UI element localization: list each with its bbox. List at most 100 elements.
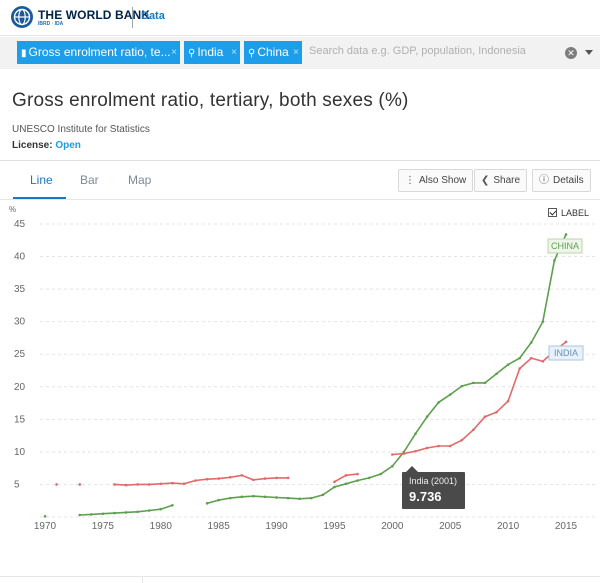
data-point (414, 449, 417, 453)
search-input[interactable]: Search data e.g. GDP, population, Indone… (309, 45, 526, 57)
tooltip-title: India (2001) (409, 476, 457, 486)
label-toggle-text: LABEL (561, 208, 590, 218)
data-point (506, 399, 510, 403)
data-point (263, 495, 267, 499)
data-point (553, 259, 556, 262)
bottom-divider-tick (142, 576, 143, 583)
y-tick-label: 25 (14, 349, 26, 360)
data-source[interactable]: UNESCO Institute for Statistics (12, 124, 150, 135)
world-bank-logo-icon[interactable] (10, 5, 34, 29)
remove-filter-icon[interactable]: × (171, 47, 177, 58)
brand-name[interactable]: THE WORLD BANK (38, 8, 151, 22)
data-point (124, 483, 128, 487)
y-tick-label: 35 (14, 284, 26, 295)
data-point (55, 483, 58, 486)
data-link[interactable]: Data (141, 10, 165, 22)
y-tick-label: 15 (14, 414, 26, 425)
data-point (414, 432, 417, 435)
label-box (548, 345, 584, 361)
chevron-down-icon[interactable] (585, 50, 593, 55)
data-point (286, 476, 290, 480)
data-point (506, 363, 510, 366)
remove-filter-icon[interactable]: × (231, 47, 237, 58)
data-point (228, 496, 232, 500)
data-point (217, 498, 220, 502)
y-axis-ticks: 5 10 15 20 25 30 35 40 45 (14, 219, 26, 490)
header-divider (132, 7, 133, 28)
bar-chart-icon: ▮ (21, 48, 27, 59)
data-point (205, 477, 209, 481)
label-toggle[interactable]: LABEL (548, 208, 589, 218)
data-point (356, 479, 359, 482)
tab-bar[interactable]: Bar (80, 173, 99, 187)
remove-filter-icon[interactable]: × (293, 47, 299, 58)
data-point (344, 482, 348, 486)
share-button[interactable]: ❮ Share (474, 169, 528, 192)
data-point (275, 476, 278, 480)
tab-map[interactable]: Map (128, 173, 152, 187)
chart-panel: Line Bar Map ⋮ Also Show ❮ Share ⓘ Details (0, 160, 600, 583)
bottom-divider (0, 576, 600, 577)
data-point (425, 446, 429, 450)
data-point (518, 356, 521, 360)
data-point (113, 483, 116, 486)
x-axis-ticks: 1970 1975 1980 1985 1990 1995 2000 2005 2010 2015 (34, 521, 578, 532)
also-show-button[interactable]: ⋮ Also Show (398, 169, 474, 192)
series-label-china: CHINA (547, 238, 583, 254)
details-button[interactable]: ⓘ Details (532, 169, 591, 192)
data-point (460, 438, 464, 442)
data-point (529, 356, 533, 360)
tooltip-pointer (406, 466, 418, 472)
clear-search-icon[interactable]: ✕ (565, 47, 577, 59)
data-point (240, 495, 244, 499)
license-label: License: (12, 140, 53, 151)
data-point (275, 496, 278, 499)
data-point (252, 478, 255, 482)
data-point (402, 452, 406, 455)
data-point (529, 341, 533, 344)
filter-chip-india[interactable]: ⚲ India × (184, 41, 240, 64)
data-point (240, 474, 244, 477)
data-point (101, 512, 105, 516)
data-point (379, 472, 383, 476)
filter-chip-indicator[interactable]: ▮ Gross enrolment ratio, te... × (17, 41, 180, 64)
also-show-label: Also Show (419, 175, 467, 186)
data-point (333, 485, 336, 489)
label-checkbox[interactable] (548, 208, 557, 217)
x-tick-label: 1980 (150, 521, 173, 532)
filter-bar: ▮ Gross enrolment ratio, te... × ⚲ India ×… (0, 37, 600, 69)
data-point (147, 509, 151, 512)
data-point (448, 444, 452, 448)
filter-chip-label: China (257, 45, 289, 59)
x-tick-label: 2015 (555, 521, 578, 532)
data-point (43, 515, 47, 518)
tab-line[interactable]: Line (30, 173, 53, 187)
data-point (298, 497, 302, 501)
data-point (194, 479, 197, 482)
data-point (263, 477, 267, 480)
data-point (159, 482, 163, 486)
label-text: INDIA (554, 348, 578, 358)
data-point (437, 401, 440, 404)
license-link[interactable]: Open (55, 140, 81, 151)
data-point (159, 507, 163, 511)
y-axis-label: % (9, 205, 16, 214)
active-tab-indicator (13, 197, 66, 199)
chart-series[interactable] (43, 233, 568, 518)
location-pin-icon: ⚲ (248, 48, 256, 59)
data-point (448, 393, 452, 396)
series-india (55, 340, 568, 487)
data-point (182, 482, 186, 486)
data-point (321, 493, 325, 497)
share-icon: ❮ (481, 175, 490, 186)
x-tick-label: 1975 (92, 521, 115, 532)
y-tick-label: 40 (14, 252, 26, 263)
data-point (391, 464, 394, 468)
data-point (124, 511, 128, 514)
data-point (564, 340, 568, 344)
data-point (495, 410, 498, 414)
data-point (356, 472, 359, 476)
filter-chip-label: Gross enrolment ratio, te... (28, 45, 171, 59)
filter-chip-china[interactable]: ⚲ China × (244, 41, 302, 64)
